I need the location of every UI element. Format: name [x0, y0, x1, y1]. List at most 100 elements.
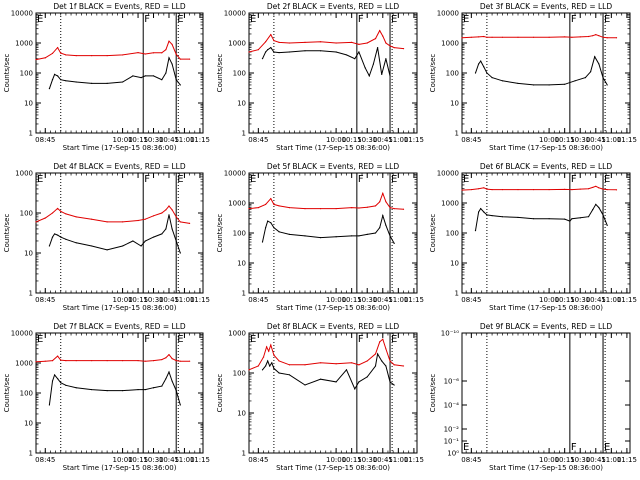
data-point-lld [486, 188, 488, 190]
data-point-lld [288, 207, 291, 209]
mode-flag-label: E [604, 442, 610, 453]
data-point-lld [548, 188, 550, 191]
data-point-lld [382, 338, 384, 340]
data-point-events [48, 88, 51, 90]
x-axis-label: Start Time (17-Sep-15 08:36:00) [489, 144, 603, 152]
data-point-lld [598, 187, 600, 189]
data-point-events [477, 63, 480, 65]
data-point-lld [477, 188, 480, 190]
series-line-lld [461, 185, 617, 191]
x-tick-label: 10:00 [326, 296, 346, 304]
data-point-lld [91, 218, 93, 220]
y-axis-label: Counts/sec [3, 214, 11, 253]
chart-panel-8: Det 8f BLACK = Events, RED = LLD E F E 1 10 10… [216, 322, 424, 472]
data-point-events [606, 224, 608, 226]
mode-flag-label: F [358, 174, 364, 185]
data-point-lld [592, 186, 594, 189]
x-tick-label: 10:45 [586, 136, 606, 144]
data-point-lld [351, 362, 353, 364]
x-tick-label: 08:45 [35, 296, 55, 304]
x-tick-label: 10:30 [357, 456, 377, 464]
data-point-events [171, 228, 173, 230]
data-point-lld [188, 360, 191, 362]
y-axis-label: Counts/sec [216, 374, 224, 413]
data-point-events [48, 245, 51, 247]
x-tick-label: 10:45 [159, 296, 179, 304]
data-point-events [474, 72, 477, 74]
data-point-events [273, 367, 275, 370]
data-point-events [140, 245, 142, 247]
data-point-events [48, 404, 51, 406]
data-point-lld [379, 29, 381, 32]
y-tick-label: 10 [450, 260, 459, 268]
data-point-lld [161, 358, 163, 361]
data-point-events [304, 384, 306, 386]
data-point-lld [393, 208, 395, 210]
data-point-events [51, 236, 54, 238]
data-point-events [53, 233, 56, 235]
y-tick-label: 1 [29, 290, 33, 298]
chart-panel-9: Det 9f BLACK = Events, RED = LLD E F E 10⁻¹⁰… [429, 322, 637, 472]
data-point-events [358, 51, 360, 53]
data-point-lld [44, 217, 46, 219]
data-point-events [571, 218, 573, 220]
data-point-lld [335, 42, 337, 44]
data-point-lld [152, 215, 155, 217]
data-point-events [121, 245, 124, 247]
mode-flag-label: E [463, 14, 469, 25]
data-point-events [269, 365, 271, 367]
x-tick-label: 11:15 [190, 296, 210, 304]
x-tick-label: 11:00 [388, 296, 408, 304]
data-point-lld [517, 36, 519, 38]
data-point-events [602, 214, 604, 216]
data-point-events [144, 240, 146, 242]
data-point-lld [335, 208, 337, 210]
data-point-events [175, 390, 177, 392]
data-point-lld [179, 221, 181, 223]
y-tick-label: 10000 [11, 10, 33, 18]
data-point-events [144, 75, 146, 77]
x-tick-label: 10:30 [570, 136, 590, 144]
chart-title: Det 1f BLACK = Events, RED = LLD [53, 2, 186, 11]
y-tick-label: 1 [455, 290, 459, 298]
y-tick-label: 100 [446, 230, 459, 238]
data-point-lld [491, 188, 493, 191]
data-point-lld [60, 210, 62, 212]
y-tick-label: 1 [242, 450, 246, 458]
data-point-lld [175, 216, 177, 218]
y-tick-label: 10 [237, 100, 246, 108]
data-point-lld [60, 359, 62, 361]
data-point-events [60, 236, 62, 238]
data-point-events [161, 385, 163, 387]
data-point-events [501, 80, 504, 82]
x-axis-label: Start Time (17-Sep-15 08:36:00) [276, 464, 390, 472]
data-point-events [91, 82, 93, 85]
x-tick-label: 10:30 [357, 296, 377, 304]
data-point-events [65, 384, 67, 386]
data-point-events [91, 388, 93, 391]
chart-panel-1: Det 1f BLACK = Events, RED = LLD E F E 1 10 10… [3, 2, 210, 152]
data-point-lld [564, 188, 566, 190]
data-point-events [161, 79, 163, 81]
x-tick-label: 11:15 [617, 456, 637, 464]
data-point-events [569, 220, 571, 222]
x-tick-label: 10:00 [539, 296, 559, 304]
data-point-lld [379, 341, 381, 343]
y-tick-label: 1000 [15, 170, 33, 178]
mode-flag-label: E [463, 174, 469, 185]
data-point-lld [470, 36, 472, 38]
data-point-events [477, 211, 480, 213]
x-tick-label: 10:15 [128, 136, 148, 144]
data-point-lld [358, 364, 360, 366]
data-point-events [366, 233, 368, 235]
data-point-lld [161, 52, 163, 54]
data-point-lld [75, 55, 77, 57]
data-point-events [57, 234, 59, 236]
data-point-lld [374, 353, 377, 355]
data-point-events [175, 79, 177, 81]
data-point-lld [278, 41, 280, 43]
data-point-lld [57, 47, 59, 49]
data-point-lld [268, 350, 270, 352]
data-point-events [278, 231, 280, 233]
